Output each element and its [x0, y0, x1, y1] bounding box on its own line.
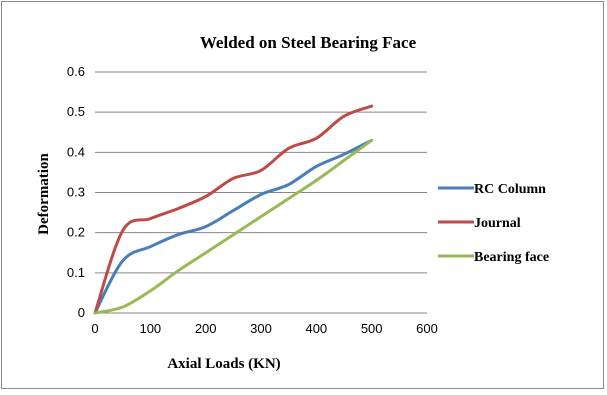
y-tick-label: 0.3: [67, 185, 85, 200]
y-tick-label: 0.5: [67, 104, 85, 119]
line-chart: Welded on Steel Bearing Face 00.10.20.30…: [36, 33, 549, 372]
x-axis-ticks: 0 100 200 300 400 500 600: [91, 321, 437, 336]
series-line-rc-column: [93, 138, 374, 315]
x-tick-label: 100: [139, 321, 161, 336]
x-axis-label: Axial Loads (KN): [167, 356, 280, 372]
gridlines: [95, 71, 427, 314]
series-group: [93, 104, 374, 315]
legend-label: Journal: [474, 216, 521, 231]
x-tick-label: 500: [361, 321, 383, 336]
chart-area: Welded on Steel Bearing Face 0 0.1 0.2 0.3 0…: [1, 1, 604, 389]
y-axis-ticks: 0 0.1 0.2 0.3 0.4 0.5 0.6: [67, 64, 85, 320]
legend: RC Column Journal Bearing face: [438, 182, 549, 265]
y-tick-label: 0.2: [67, 225, 85, 240]
legend-label: RC Column: [474, 182, 546, 197]
chart-title: Welded on Steel Bearing Face: [200, 33, 417, 52]
series-line-journal: [93, 104, 374, 315]
y-tick-label: 0.4: [67, 144, 85, 159]
y-axis-label: Deformation: [36, 153, 52, 235]
x-tick-label: 300: [250, 321, 272, 336]
y-tick-label: 0: [78, 305, 85, 320]
legend-label: Bearing face: [474, 250, 549, 265]
series-line-bearing-face: [93, 138, 374, 315]
y-tick-label: 0.1: [67, 265, 85, 280]
x-tick-label: 0: [91, 321, 98, 336]
x-tick-label: 400: [305, 321, 327, 336]
x-tick-label: 200: [195, 321, 217, 336]
x-tick-label: 600: [416, 321, 438, 336]
y-tick-label: 0.6: [67, 64, 85, 79]
